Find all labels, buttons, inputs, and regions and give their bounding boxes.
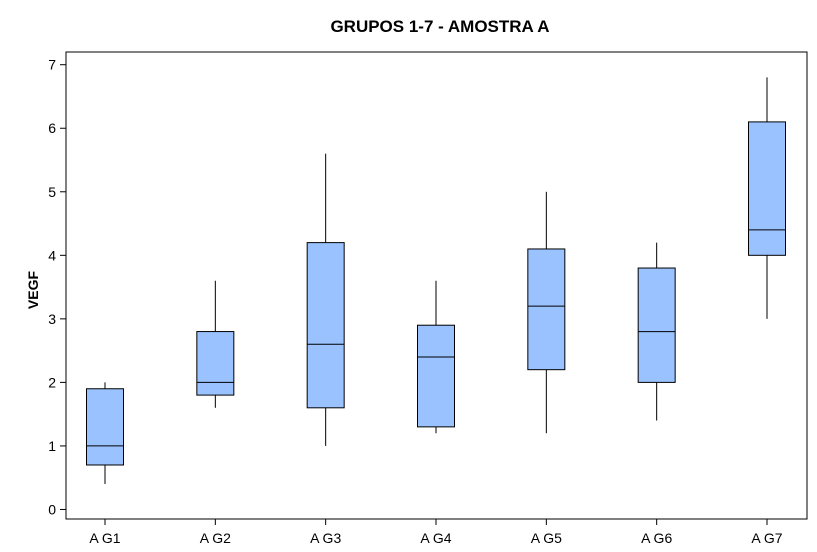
- box-a-g7: [748, 77, 786, 319]
- x-tick-label: A G6: [641, 530, 672, 546]
- iqr-box: [196, 331, 235, 396]
- box-a-g1: [86, 382, 124, 485]
- box-a-g5: [527, 191, 566, 434]
- y-axis: 0 1 2 3 4 5 6 7: [48, 57, 66, 517]
- y-tick-label: 2: [48, 374, 56, 390]
- x-tick-label: A G7: [751, 530, 782, 546]
- x-tick-label: A G5: [531, 530, 562, 546]
- x-tick-label: A G1: [89, 530, 120, 546]
- box-a-g3: [306, 153, 345, 446]
- y-tick-label: 1: [48, 438, 56, 454]
- y-tick-label: 7: [48, 57, 56, 73]
- x-axis: A G1 A G2 A G3 A G4 A G5 A G6 A G7: [89, 519, 783, 546]
- chart-title: GRUPOS 1-7 - AMOSTRA A: [330, 17, 549, 36]
- iqr-box: [748, 121, 786, 256]
- iqr-box: [417, 324, 455, 428]
- iqr-box: [527, 248, 566, 371]
- x-tick-label: A G3: [310, 530, 341, 546]
- iqr-box: [86, 388, 124, 466]
- box-a-g6: [637, 242, 676, 421]
- iqr-box: [637, 267, 676, 383]
- y-axis-label: VEGF: [25, 270, 41, 309]
- y-tick-label: 5: [48, 184, 56, 200]
- y-tick-label: 0: [48, 501, 56, 517]
- y-tick-label: 3: [48, 311, 56, 327]
- box-a-g4: [417, 280, 455, 434]
- iqr-box: [306, 242, 345, 409]
- y-tick-label: 6: [48, 120, 56, 136]
- box-a-g2: [196, 280, 235, 408]
- y-tick-label: 4: [48, 247, 56, 263]
- x-tick-label: A G4: [420, 530, 451, 546]
- boxes-layer: [86, 77, 786, 485]
- x-tick-label: A G2: [200, 530, 231, 546]
